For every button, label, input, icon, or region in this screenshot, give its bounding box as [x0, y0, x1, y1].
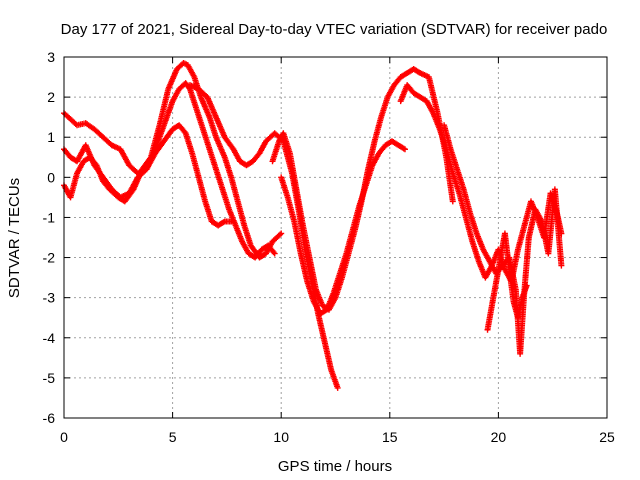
y-tick-label: -2	[43, 250, 56, 266]
plot-frame	[63, 56, 608, 419]
x-axis-label: GPS time / hours	[278, 458, 392, 475]
y-tick-label: 3	[47, 49, 55, 65]
y-tick-label: -3	[43, 290, 56, 306]
data-point	[228, 218, 235, 225]
data-point	[278, 230, 285, 237]
data-points	[61, 60, 565, 391]
data-point	[334, 384, 341, 391]
y-tick-label: -6	[43, 410, 56, 426]
y-tick-label: 0	[47, 169, 55, 185]
series-pass-f	[278, 138, 409, 317]
series-pass-i	[484, 230, 530, 333]
y-tick-label: -1	[43, 209, 56, 225]
y-tick-label: -4	[43, 330, 56, 346]
chart-title: Day 177 of 2021, Sidereal Day-to-day VTE…	[61, 21, 608, 38]
y-tick-label: -5	[43, 370, 56, 386]
axis-ticks: 0 5 10 15 20 25 -6 -5 -4 -3 -2 -1 0 1 2 3	[43, 49, 615, 445]
data-point	[271, 250, 278, 257]
y-axis-label: SDTVAR / TECUs	[6, 178, 23, 298]
x-tick-label: 10	[273, 429, 289, 445]
x-tick-label: 15	[382, 429, 398, 445]
y-tick-label: 1	[47, 129, 55, 145]
data-point	[276, 231, 283, 238]
data-point	[523, 282, 530, 289]
series-pass-e	[269, 66, 456, 313]
data-point	[558, 262, 565, 269]
y-tick-label: 2	[47, 89, 55, 105]
x-tick-label: 5	[169, 429, 177, 445]
series-pass-c	[61, 122, 235, 229]
x-tick-label: 20	[491, 429, 507, 445]
x-tick-label: 25	[599, 429, 615, 445]
x-tick-label: 0	[60, 429, 68, 445]
data-point	[402, 146, 409, 153]
data-point	[449, 198, 456, 205]
